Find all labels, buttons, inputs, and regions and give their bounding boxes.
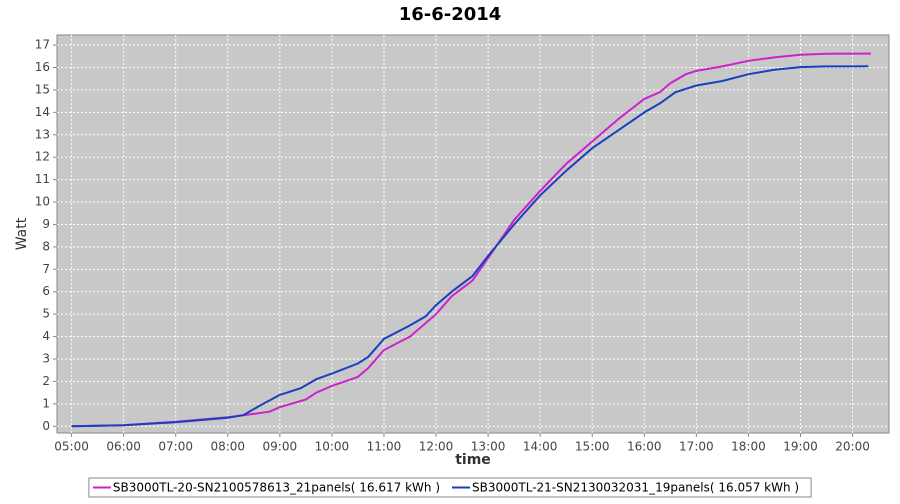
x-tick-label: 10:00: [315, 440, 350, 454]
x-tick-label: 07:00: [158, 440, 193, 454]
y-tick-label: 16: [35, 60, 50, 74]
legend-label: SB3000TL-21-SN2130032031_19panels( 16.05…: [472, 481, 799, 495]
x-tick-label: 19:00: [783, 440, 818, 454]
y-tick-label: 8: [42, 239, 50, 253]
y-tick-label: 4: [42, 329, 50, 343]
y-tick-label: 13: [35, 127, 50, 141]
y-tick-label: 14: [35, 105, 50, 119]
chart-title: 16-6-2014: [399, 4, 502, 25]
x-tick-label: 13:00: [471, 440, 506, 454]
y-tick-label: 7: [42, 262, 50, 276]
x-tick-label: 12:00: [419, 440, 454, 454]
y-tick-label: 1: [42, 396, 50, 410]
y-tick-label: 11: [35, 172, 50, 186]
y-tick-label: 0: [42, 419, 50, 433]
y-tick-label: 5: [42, 307, 50, 321]
y-tick-label: 6: [42, 284, 50, 298]
legend-label: SB3000TL-20-SN2100578613_21panels( 16.61…: [113, 481, 440, 495]
y-tick-label: 15: [35, 82, 50, 96]
x-tick-label: 05:00: [54, 440, 89, 454]
x-axis-label: time: [455, 452, 491, 468]
y-tick-label: 10: [35, 195, 50, 209]
x-tick-label: 20:00: [835, 440, 870, 454]
x-tick-label: 11:00: [367, 440, 402, 454]
x-tick-label: 06:00: [106, 440, 141, 454]
y-tick-label: 3: [42, 352, 50, 366]
y-tick-label: 12: [35, 150, 50, 164]
y-tick-label: 9: [42, 217, 50, 231]
plot-area: [56, 34, 890, 434]
x-tick-label: 18:00: [731, 440, 766, 454]
legend-box: [88, 477, 812, 498]
y-tick-label: 17: [35, 38, 50, 52]
x-tick-label: 15:00: [575, 440, 610, 454]
y-tick-label: 2: [42, 374, 50, 388]
x-tick-label: 17:00: [679, 440, 714, 454]
x-tick-label: 09:00: [263, 440, 298, 454]
x-tick-label: 08:00: [210, 440, 245, 454]
y-axis-label: Watt: [14, 217, 30, 250]
x-tick-label: 16:00: [627, 440, 662, 454]
legend: SB3000TL-20-SN2100578613_21panels( 16.61…: [88, 477, 812, 498]
series-line: [71, 52, 871, 428]
x-tick-label: 14:00: [523, 440, 558, 454]
series-line: [71, 65, 869, 428]
